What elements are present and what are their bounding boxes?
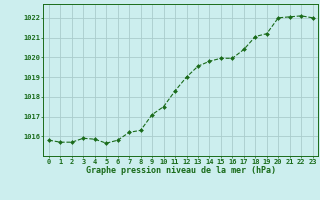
X-axis label: Graphe pression niveau de la mer (hPa): Graphe pression niveau de la mer (hPa): [86, 166, 276, 175]
